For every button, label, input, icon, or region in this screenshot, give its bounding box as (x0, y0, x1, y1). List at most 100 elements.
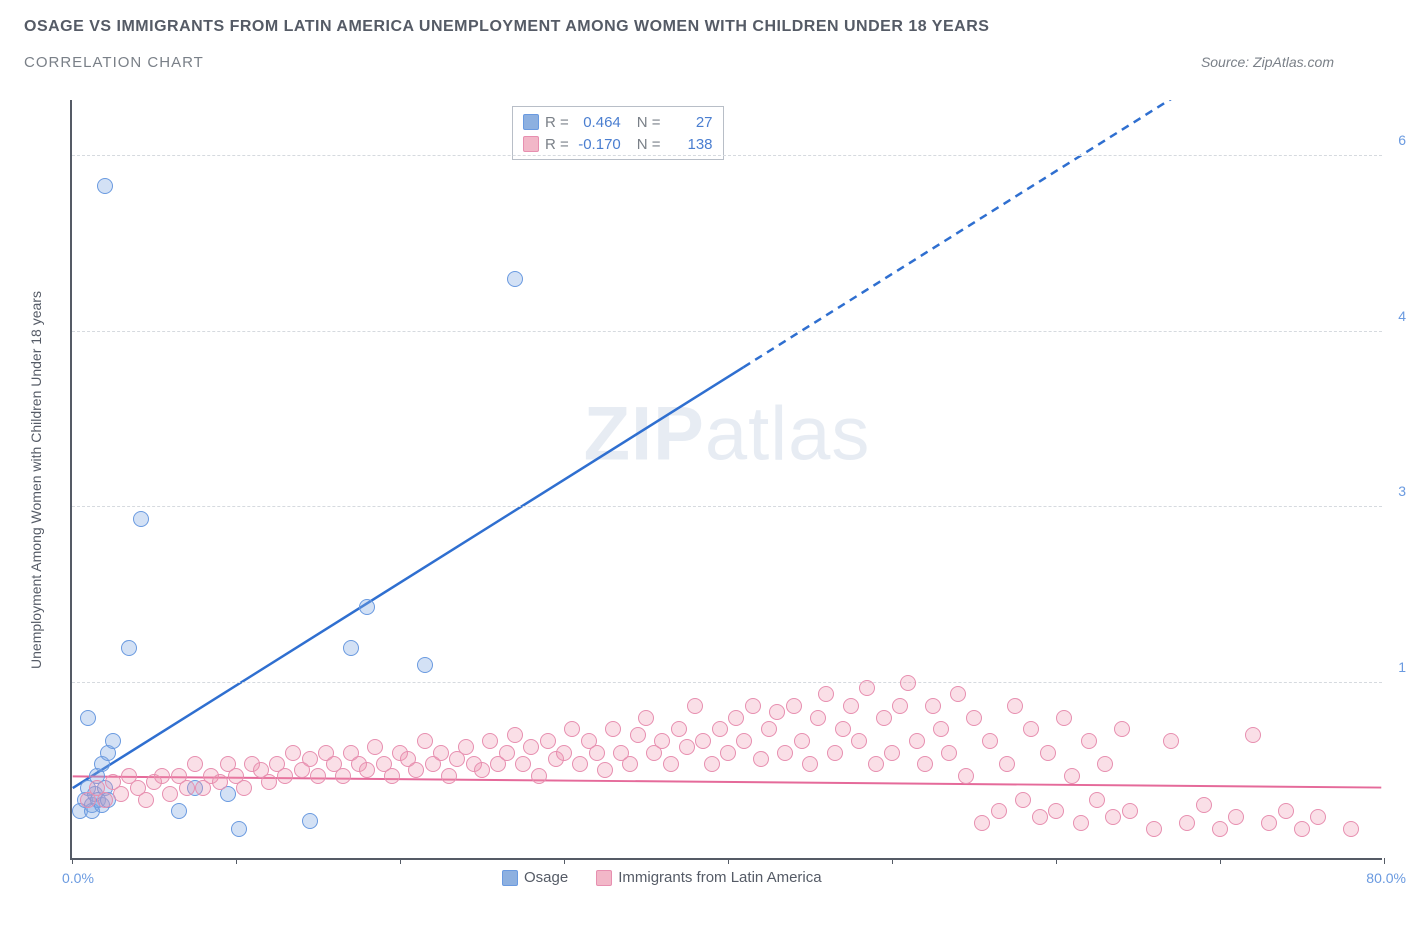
data-point (1081, 733, 1097, 749)
data-point (695, 733, 711, 749)
data-point (80, 710, 96, 726)
data-point (179, 780, 195, 796)
data-point (1048, 803, 1064, 819)
data-point (335, 768, 351, 784)
data-point (417, 733, 433, 749)
data-point (663, 756, 679, 772)
data-point (753, 751, 769, 767)
data-point (1007, 698, 1023, 714)
plot-area: ZIPatlas R =0.464N =27R =-0.170N =138 0.… (70, 100, 1382, 860)
data-point (1310, 809, 1326, 825)
data-point (441, 768, 457, 784)
data-point (1097, 756, 1113, 772)
watermark: ZIPatlas (584, 390, 871, 477)
data-point (343, 640, 359, 656)
x-axis-max-label: 80.0% (1366, 870, 1406, 886)
data-point (1245, 727, 1261, 743)
data-point (654, 733, 670, 749)
stat-r-value: -0.170 (575, 136, 621, 153)
data-point (408, 762, 424, 778)
data-point (261, 774, 277, 790)
data-point (384, 768, 400, 784)
data-point (507, 271, 523, 287)
x-tick-mark (1384, 858, 1385, 864)
stat-label: R = (545, 136, 569, 153)
y-axis-label: Unemployment Among Women with Children U… (28, 291, 44, 669)
data-point (162, 786, 178, 802)
chart-source: Source: ZipAtlas.com (1201, 54, 1382, 70)
data-point (679, 739, 695, 755)
data-point (482, 733, 498, 749)
data-point (97, 792, 113, 808)
data-point (786, 698, 802, 714)
data-point (597, 762, 613, 778)
data-point (564, 721, 580, 737)
data-point (1040, 745, 1056, 761)
data-point (884, 745, 900, 761)
legend-swatch (523, 114, 539, 130)
data-point (1122, 803, 1138, 819)
data-point (1146, 821, 1162, 837)
data-point (1114, 721, 1130, 737)
data-point (736, 733, 752, 749)
gridline (72, 682, 1382, 683)
data-point (113, 786, 129, 802)
stat-label: N = (637, 136, 661, 153)
data-point (991, 803, 1007, 819)
data-point (843, 698, 859, 714)
data-point (818, 686, 834, 702)
data-point (1179, 815, 1195, 831)
gridline (72, 155, 1382, 156)
data-point (974, 815, 990, 831)
data-point (950, 686, 966, 702)
data-point (966, 710, 982, 726)
chart-title: OSAGE VS IMMIGRANTS FROM LATIN AMERICA U… (24, 18, 1382, 36)
data-point (515, 756, 531, 772)
legend-stat-row: R =0.464N =27 (523, 111, 713, 133)
data-point (622, 756, 638, 772)
data-point (605, 721, 621, 737)
data-point (777, 745, 793, 761)
data-point (1064, 768, 1080, 784)
stat-r-value: 0.464 (575, 114, 621, 131)
data-point (810, 710, 826, 726)
stat-n-value: 138 (667, 136, 713, 153)
data-point (835, 721, 851, 737)
chart-subtitle: CORRELATION CHART (24, 54, 204, 71)
data-point (925, 698, 941, 714)
data-point (556, 745, 572, 761)
data-point (236, 780, 252, 796)
data-point (187, 756, 203, 772)
stat-label: N = (637, 114, 661, 131)
data-point (909, 733, 925, 749)
data-point (900, 675, 916, 691)
gridline (72, 506, 1382, 507)
data-point (1196, 797, 1212, 813)
data-point (1163, 733, 1179, 749)
gridline (72, 331, 1382, 332)
data-point (499, 745, 515, 761)
data-point (531, 768, 547, 784)
data-point (630, 727, 646, 743)
legend-swatch (523, 136, 539, 152)
x-tick-mark (400, 858, 401, 864)
data-point (507, 727, 523, 743)
data-point (1032, 809, 1048, 825)
data-point (138, 792, 154, 808)
data-point (892, 698, 908, 714)
legend-swatch (596, 870, 612, 886)
data-point (121, 640, 137, 656)
data-point (720, 745, 736, 761)
x-axis-min-label: 0.0% (62, 870, 94, 886)
data-point (1343, 821, 1359, 837)
data-point (1261, 815, 1277, 831)
data-point (458, 739, 474, 755)
data-point (769, 704, 785, 720)
data-point (802, 756, 818, 772)
data-point (761, 721, 777, 737)
data-point (231, 821, 247, 837)
data-point (540, 733, 556, 749)
data-point (367, 739, 383, 755)
y-tick-label: 30.0% (1388, 483, 1406, 499)
data-point (474, 762, 490, 778)
